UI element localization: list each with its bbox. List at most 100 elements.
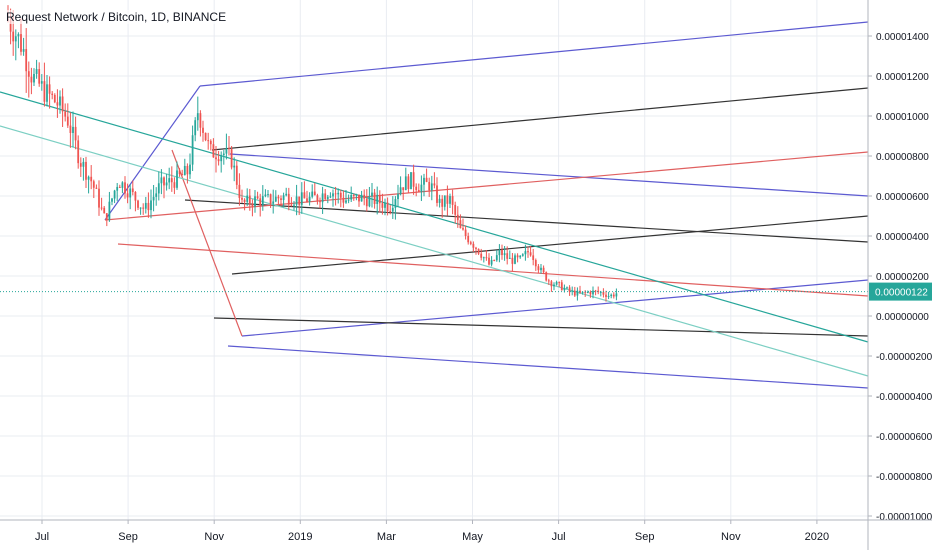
trend-line [0,125,869,377]
time-tick-label: Sep [635,531,655,543]
candle-body [212,144,215,158]
candle-body [264,194,267,197]
candle-body [560,282,563,291]
candle-body [555,281,558,285]
candle-body [607,296,610,298]
candle-body [456,214,459,221]
candle-body [508,257,511,259]
candle-body [90,176,93,182]
candle-body [485,257,488,259]
candle-body [295,196,298,205]
candle-body [553,284,555,287]
candle-body [178,170,181,175]
candle-body [165,182,168,186]
price-tick-label: 0.00001000 [876,112,929,123]
candle-body [363,194,366,199]
price-tick-label: -0.00000200 [876,352,932,363]
trend-line [213,317,869,337]
candle-body [594,290,597,292]
candle-body [433,183,436,186]
candle-body [38,69,41,84]
candle-body [228,148,230,150]
candle-body [103,207,106,214]
trend-line [104,85,201,221]
time-tick-label: Sep [118,531,138,543]
candle-body [157,183,160,194]
candle-body [209,140,212,145]
candle-body [43,81,46,102]
candle-body [571,290,574,292]
candle-body [516,255,519,258]
candle-body [360,194,363,202]
candle-body [46,84,48,102]
time-tick-label: 2020 [805,531,829,543]
price-tick-label: -0.00000400 [876,392,932,403]
candle-body [225,148,228,154]
candle-body [87,176,90,180]
price-tick-label: 0.00001200 [876,72,929,83]
last-price-badge [869,282,932,301]
candle-body [503,253,506,256]
candle-body [277,196,280,199]
candle-body [581,291,584,293]
candle-body [150,200,152,211]
candle-body [586,291,589,293]
candle-body [532,255,535,261]
candles [7,5,618,302]
candle-body [412,172,415,187]
time-tick-label: 2019 [288,531,312,543]
candle-body [272,201,275,204]
candle-body [438,198,441,203]
candle-body [56,102,59,106]
time-tick-label: Nov [721,531,741,543]
candle-body [477,248,480,254]
candle-body [308,196,311,202]
candle-body [144,202,147,209]
candle-body [475,247,477,249]
candle-body [345,200,347,203]
candle-body [415,186,418,191]
candle-body [599,291,602,293]
candle-body [246,195,249,202]
candle-body [537,266,540,271]
candle-body [183,165,186,176]
candle-body [589,291,592,295]
candle-body [534,260,537,267]
candle-body [22,49,25,52]
last-price-line: 0.00000122 [0,282,932,301]
candle-body [547,280,550,282]
drawings [0,21,869,389]
candle-body [425,177,428,182]
price-tick-label: -0.00001000 [876,512,932,523]
candle-body [407,176,410,190]
candle-body [134,192,137,201]
candle-body [365,198,368,207]
candle-body [79,163,82,167]
candle-body [467,235,470,243]
candle-body [77,140,80,164]
candle-body [441,198,444,207]
candle-body [20,34,22,52]
candle-body [300,192,303,205]
candle-body [524,251,527,255]
candle-body [220,155,223,162]
candle-body [324,193,327,200]
trend-line [227,345,869,389]
candle-body [170,178,173,183]
price-tick-label: 0.00000600 [876,192,929,203]
candle-body [186,165,189,175]
candle-body [495,255,498,261]
candle-body [280,198,282,200]
price-tick-label: 0.00001400 [876,32,929,43]
candle-body [256,196,259,199]
candle-body [233,165,236,168]
candle-body [155,193,158,197]
candle-body [568,287,571,292]
candle-body [480,253,483,258]
candle-body [339,192,342,198]
trend-line [229,153,869,197]
candle-body [329,196,332,198]
candle-body [558,281,561,283]
